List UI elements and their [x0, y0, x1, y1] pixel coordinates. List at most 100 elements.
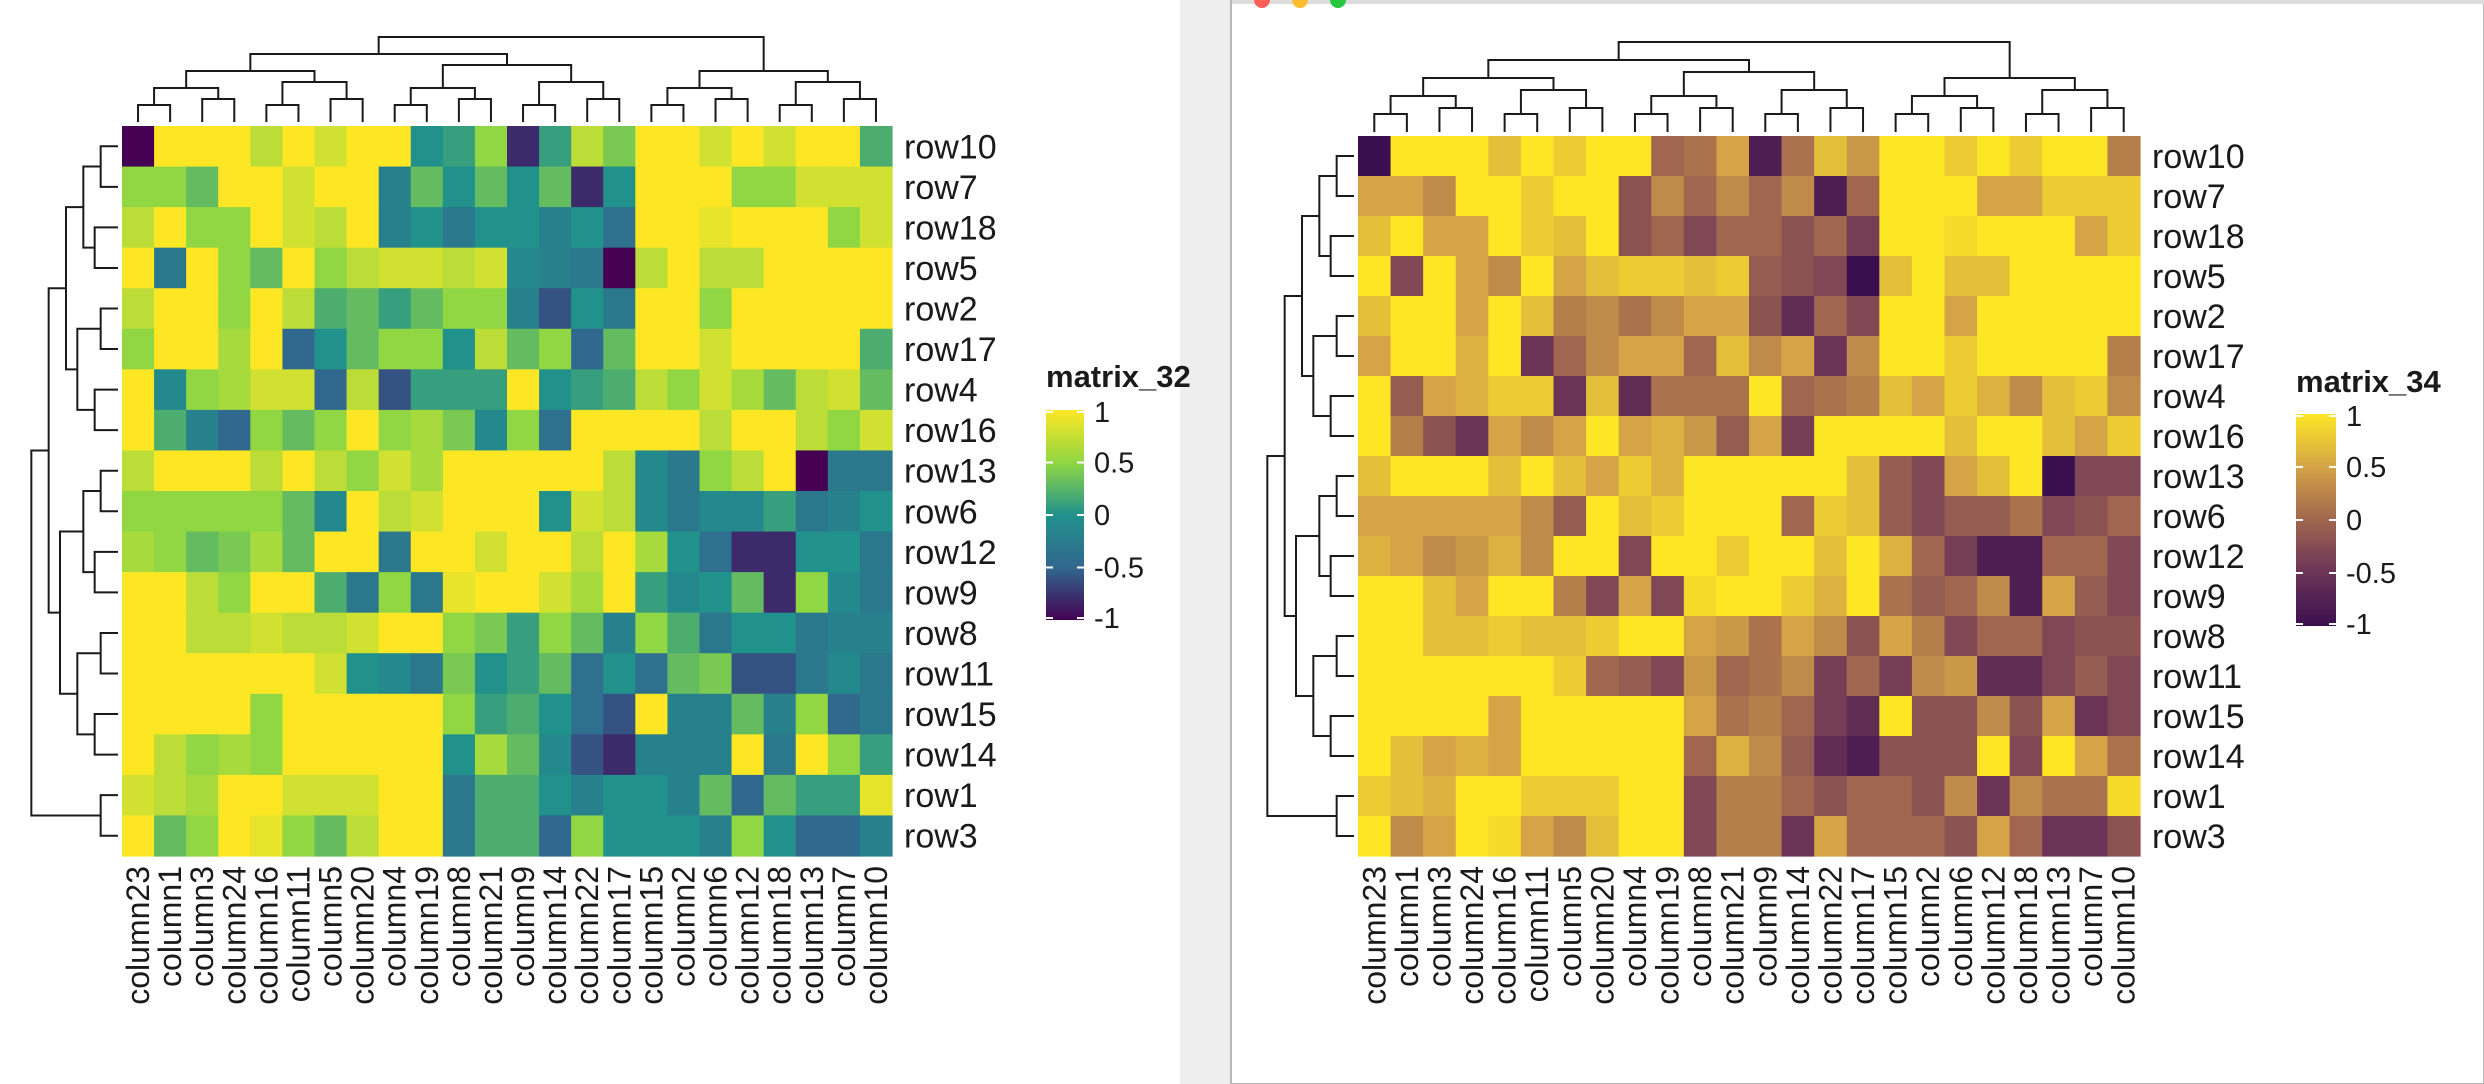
heatmap-cell: [154, 531, 187, 573]
heatmap-cell: [1423, 576, 1457, 617]
heatmap-cell: [1781, 536, 1815, 577]
heatmap-cell: [442, 653, 476, 695]
heatmap-cell: [795, 328, 829, 370]
heatmap-cell: [603, 328, 636, 370]
heatmap-cell: [1846, 256, 1880, 297]
heatmap-cell: [1488, 176, 1522, 217]
heatmap-cell: [1716, 696, 1750, 737]
heatmap-cell: [2074, 376, 2109, 417]
heatmap-cell: [763, 572, 797, 614]
heatmap-cell: [699, 774, 733, 817]
heatmap-cell: [378, 531, 412, 573]
heatmap-cell: [571, 207, 604, 249]
heatmap-cell: [1651, 736, 1685, 777]
heatmap-cell: [1553, 616, 1587, 657]
heatmap-cell: [122, 693, 155, 735]
heatmap-cell: [2074, 416, 2109, 457]
heatmap-cell: [1879, 496, 1913, 537]
heatmap-cell: [1455, 296, 1489, 337]
column-label: column13: [2041, 866, 2077, 1005]
heatmap-cell: [282, 612, 316, 654]
heatmap-cell: [1814, 816, 1848, 857]
heatmap-cell: [1520, 256, 1555, 297]
heatmap-cell: [1977, 496, 2011, 537]
heatmap-cell: [1944, 456, 1978, 497]
heatmap-cell: [1977, 136, 2011, 177]
heatmap-cell: [699, 693, 733, 735]
heatmap-cell: [1520, 376, 1555, 417]
heatmap-cell: [1683, 656, 1718, 697]
heatmap-cell: [699, 653, 733, 695]
heatmap-cell: [763, 247, 797, 289]
heatmap-cell: [795, 288, 829, 330]
heatmap-cell: [1911, 136, 1946, 177]
heatmap-cell: [859, 409, 893, 452]
heatmap-cell: [1716, 536, 1750, 577]
heatmap-cell: [1683, 496, 1718, 537]
heatmap-cell: [603, 531, 636, 573]
heatmap-cell: [2107, 296, 2141, 337]
heatmap-cell: [635, 693, 669, 735]
heatmap-cell: [1716, 616, 1750, 657]
heatmap-cell: [282, 491, 316, 533]
heatmap-cell: [1358, 776, 1392, 817]
heatmap-cell: [699, 815, 733, 857]
heatmap-cell: [186, 815, 219, 857]
heatmap-cell: [1390, 696, 1424, 737]
column-label: column23: [1356, 866, 1392, 1005]
heatmap-cell: [1358, 456, 1392, 497]
heatmap-cell: [1618, 496, 1652, 537]
heatmap-cell: [571, 612, 604, 654]
heatmap-cell: [1488, 656, 1522, 697]
heatmap-cell: [1651, 256, 1685, 297]
heatmap-cell: [2107, 536, 2141, 577]
heatmap-cell: [1618, 136, 1652, 177]
heatmap-cell: [314, 572, 348, 614]
legend-tick-label: 0.5: [1094, 448, 1134, 480]
heatmap-cell: [1944, 656, 1978, 697]
heatmap-cell: [507, 693, 540, 735]
heatmap-cell: [2107, 136, 2141, 177]
heatmap-cell: [859, 450, 893, 492]
heatmap-cell: [378, 450, 412, 492]
heatmap-cell: [635, 815, 669, 857]
minimize-window-button[interactable]: [1292, 0, 1308, 8]
heatmap-cell: [1390, 336, 1424, 377]
heatmap-cell: [378, 409, 412, 452]
heatmap-cell: [378, 693, 412, 735]
heatmap-cell: [603, 693, 636, 735]
heatmap-cell: [1618, 176, 1652, 217]
heatmap-cell: [539, 166, 572, 208]
heatmap-cell: [282, 734, 316, 776]
row-label: row12: [2152, 538, 2245, 576]
heatmap-cell: [346, 247, 380, 289]
heatmap-cell: [474, 815, 508, 857]
heatmap-cell: [539, 126, 572, 168]
heatmap-cell: [667, 612, 701, 654]
column-label: column18: [2008, 866, 2044, 1005]
heatmap-cell: [1781, 576, 1815, 617]
heatmap-cell: [1358, 816, 1392, 857]
heatmap-cell: [2074, 576, 2109, 617]
heatmap-cell: [346, 166, 380, 208]
heatmap-cell: [763, 774, 797, 817]
heatmap-cell: [154, 207, 187, 249]
column-label: column7: [826, 866, 862, 987]
heatmap-cell: [763, 612, 797, 654]
heatmap-cell: [1358, 496, 1392, 537]
heatmap-cell: [1586, 176, 1620, 217]
heatmap-cell: [827, 653, 861, 695]
zoom-window-button[interactable]: [1330, 0, 1346, 8]
heatmap-cell: [795, 166, 829, 208]
row-label: row14: [2152, 738, 2245, 776]
heatmap-cell: [1488, 256, 1522, 297]
heatmap-cell: [1944, 696, 1978, 737]
heatmap-cell: [1781, 216, 1815, 257]
column-label: column10: [2106, 866, 2142, 1005]
heatmap-cell: [1586, 456, 1620, 497]
close-window-button[interactable]: [1254, 0, 1270, 8]
heatmap-cell: [474, 774, 508, 817]
heatmap-cell: [2009, 296, 2043, 337]
heatmap-cell: [1488, 216, 1522, 257]
heatmap-cell: [827, 531, 861, 573]
